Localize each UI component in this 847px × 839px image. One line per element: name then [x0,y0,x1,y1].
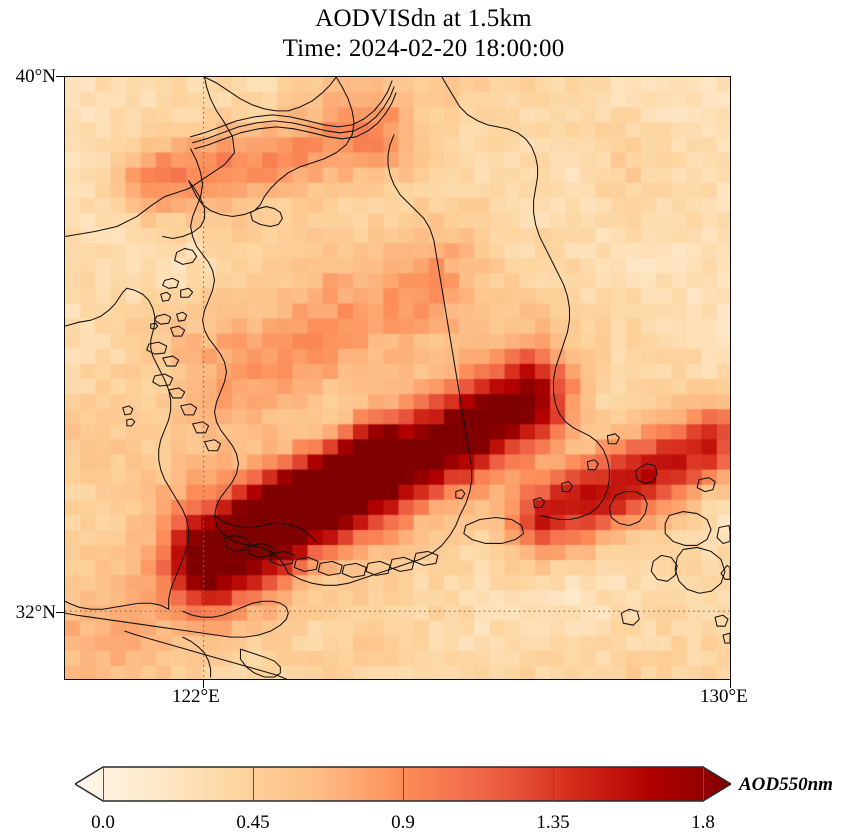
axis-label-lon-130e: 130°E [700,686,748,707]
colorbar-tick-2 [403,766,404,802]
graticule-layer [65,77,730,679]
colorbar-tick-0 [103,766,104,802]
tick-mark-lat-32n [56,612,64,614]
colorbar-tick-label-3: 1.35 [536,812,570,833]
title-line-time: Time: 2024-02-20 18:00:00 [282,34,565,62]
tick-mark-lon-130e [730,680,732,688]
title-line-variable: AODVISdn at 1.5km [315,5,532,32]
map-plot-area[interactable] [64,76,731,680]
axis-label-lon-122e: 122°E [172,686,220,707]
colorbar-tick-label-4: 1.8 [691,812,715,833]
colorbar-tick-1 [253,766,254,802]
figure-title: AODVISdn at 1.5km Time: 2024-02-20 18:00… [0,4,847,63]
axis-label-lat-32n: 32°N [15,602,56,623]
colorbar-tick-4 [703,766,704,802]
colorbar-gradient[interactable]: 0.0 0.45 0.9 1.35 1.8 [75,766,731,833]
colorbar-tick-label-0: 0.0 [91,812,115,833]
colorbar-unit-label: AOD550nm [739,774,833,795]
coastline-layer [65,77,730,679]
tick-mark-lat-40n [56,76,64,78]
tick-mark-lon-122e [203,680,205,688]
colorbar[interactable]: 0.0 0.45 0.9 1.35 1.8 AOD550nm [0,756,847,839]
colorbar-tick-3 [553,766,554,802]
colorbar-tick-label-1: 0.45 [236,812,270,833]
colorbar-tick-label-2: 0.9 [391,812,415,833]
axis-label-lat-40n: 40°N [15,66,56,87]
aod-raster-layer [65,77,730,679]
